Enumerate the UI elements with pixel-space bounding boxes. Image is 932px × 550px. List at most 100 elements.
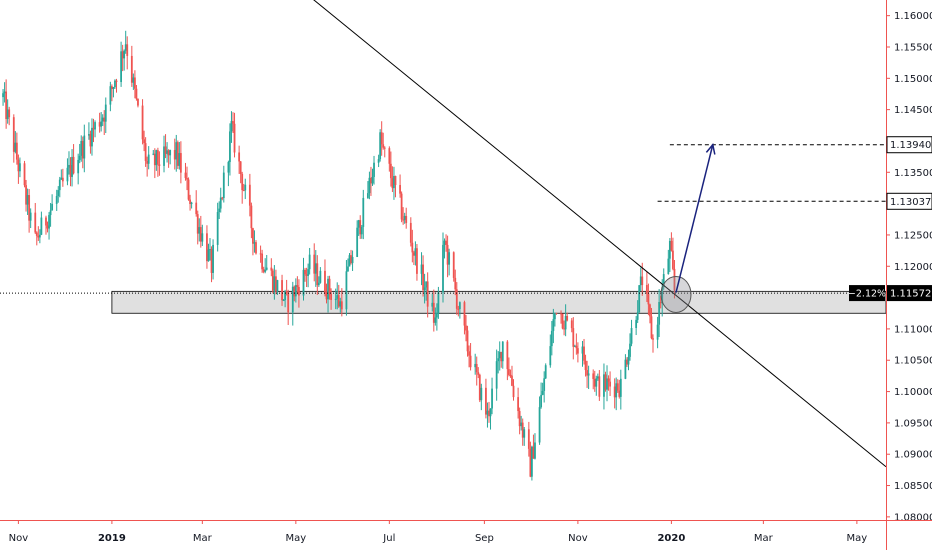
- candle: [71, 149, 73, 187]
- candle: [455, 282, 458, 315]
- candle-body: [540, 394, 543, 408]
- x-tick-label: Mar: [754, 533, 774, 544]
- candle-body: [553, 312, 556, 320]
- y-tick-label: 1.12000: [894, 262, 932, 273]
- x-tick-label: 2020: [657, 533, 685, 544]
- candle-body: [282, 300, 285, 302]
- candle: [81, 136, 84, 169]
- candle: [423, 273, 426, 304]
- candle-body: [411, 242, 414, 253]
- candle-body: [15, 142, 18, 160]
- candle: [210, 246, 213, 283]
- candle-body: [458, 302, 461, 310]
- candle: [570, 318, 573, 333]
- candle-body: [604, 374, 607, 390]
- candle-body: [137, 98, 139, 106]
- candle-body: [6, 109, 9, 120]
- candle-body: [324, 270, 326, 295]
- candle: [38, 229, 41, 244]
- candle: [15, 132, 18, 165]
- candle: [307, 263, 310, 288]
- candle-body: [350, 255, 352, 264]
- current-price-text: 1.11572: [890, 289, 931, 300]
- candle-body: [156, 150, 159, 165]
- candle: [538, 396, 541, 445]
- candle: [521, 418, 524, 446]
- candle: [287, 289, 290, 326]
- current-price-box: [887, 285, 932, 302]
- candle: [379, 129, 382, 162]
- candle: [216, 202, 219, 252]
- x-axis: Nov 2019 Mar May Jul Sep Nov 2020 Mar May: [0, 520, 932, 544]
- candle-body: [465, 325, 467, 331]
- candle-body: [576, 348, 579, 354]
- candle-body: [518, 411, 521, 427]
- candle: [14, 131, 17, 154]
- candle: [314, 250, 317, 287]
- candle: [411, 229, 414, 263]
- candle-body: [356, 227, 359, 257]
- candle-body: [340, 301, 343, 310]
- candle-body: [351, 256, 354, 264]
- candle-body: [549, 346, 552, 366]
- candle-body: [135, 88, 138, 99]
- candle: [137, 98, 139, 108]
- candle: [368, 171, 371, 200]
- candle-body: [475, 363, 478, 373]
- candle: [259, 245, 262, 263]
- candle-body: [478, 374, 481, 401]
- candle: [55, 189, 58, 211]
- candle-body: [319, 270, 322, 283]
- candle-body: [561, 313, 564, 329]
- candle: [563, 320, 565, 336]
- candle: [294, 278, 297, 303]
- candle: [325, 283, 328, 304]
- candle: [121, 44, 124, 72]
- candle-body: [566, 316, 569, 321]
- candle: [520, 415, 523, 431]
- candle-body: [452, 252, 455, 278]
- candle: [357, 219, 360, 236]
- candle: [317, 276, 320, 287]
- candle-body: [477, 372, 480, 375]
- candle-body: [560, 313, 562, 315]
- candle: [78, 143, 81, 164]
- candle: [336, 282, 339, 310]
- candle: [532, 434, 535, 459]
- candle: [541, 382, 544, 396]
- candle: [609, 371, 611, 396]
- candle: [627, 349, 630, 371]
- candle: [639, 267, 642, 292]
- candle-body: [573, 345, 576, 347]
- candle-body: [114, 80, 116, 88]
- candle-body: [201, 233, 204, 242]
- candle: [218, 201, 221, 219]
- candle-body: [635, 319, 638, 329]
- candle: [227, 160, 230, 187]
- candle-body: [412, 252, 415, 256]
- candle: [253, 230, 256, 253]
- candle-body: [48, 215, 50, 229]
- candle-body: [538, 407, 541, 443]
- candle: [491, 377, 493, 415]
- candle: [626, 357, 628, 367]
- candle-body: [169, 149, 172, 156]
- candle-body: [488, 410, 490, 417]
- candle-body: [115, 80, 118, 83]
- candle-body: [552, 319, 555, 331]
- candle: [209, 238, 211, 261]
- x-tick-label: 2019: [98, 533, 126, 544]
- candle: [426, 272, 429, 318]
- candle: [166, 142, 168, 163]
- candle: [68, 151, 70, 175]
- candle: [595, 375, 598, 396]
- candle: [402, 207, 405, 225]
- candle-body: [37, 235, 40, 238]
- candle: [564, 304, 567, 337]
- candle-body: [238, 152, 241, 162]
- candle-body: [94, 122, 96, 130]
- candle: [486, 402, 489, 428]
- candle-body: [379, 132, 382, 160]
- candle: [101, 114, 104, 127]
- candle-body: [5, 91, 8, 120]
